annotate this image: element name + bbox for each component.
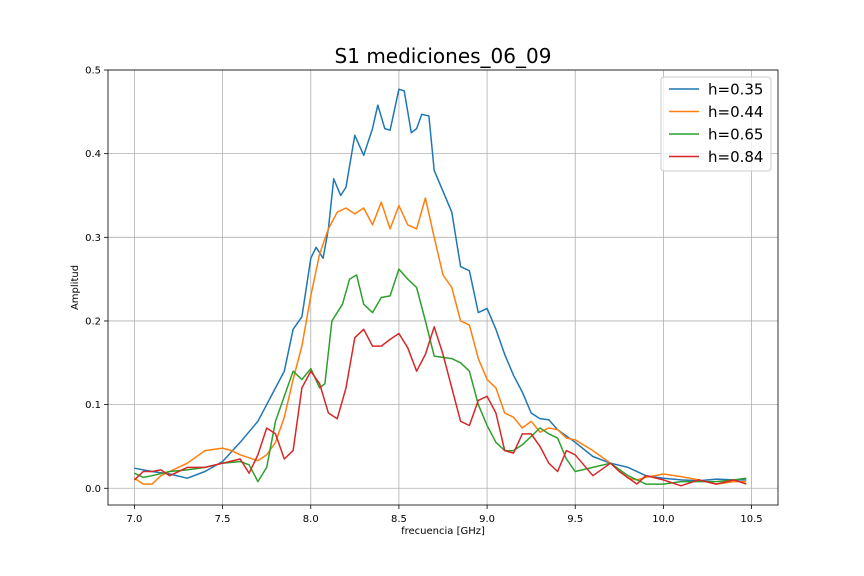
x-tick-label: 7.0: [126, 514, 142, 525]
series-line-1: [133, 197, 747, 485]
legend-label-2: h=0.65: [708, 126, 763, 144]
series-line-2: [134, 268, 747, 485]
legend-label-3: h=0.84: [708, 148, 763, 166]
chart-title: S1 mediciones_06_09: [335, 44, 552, 68]
series-line-3: [133, 326, 747, 487]
y-tick-label: 0.3: [85, 233, 101, 244]
x-tick-label: 10.5: [740, 514, 762, 525]
x-tick-label: 8.5: [391, 514, 407, 525]
x-tick-label: 9.0: [479, 514, 495, 525]
series-line-0: [134, 88, 747, 482]
y-tick-label: 0.1: [85, 400, 101, 411]
legend-box: [660, 76, 772, 172]
plot-frame: [107, 69, 779, 506]
x-tick-label: 8.0: [303, 514, 319, 525]
legend-label-1: h=0.44: [708, 103, 763, 121]
x-axis-label: frecuencia [GHz]: [401, 526, 485, 537]
x-tick-label: 9.5: [567, 514, 583, 525]
axis-ticks: 7.0 7.5 8.0 8.5 9.0 9.5 10.0 10.5 0.0 0.1 0.2 0.3 0.…: [85, 66, 763, 526]
legend-label-0: h=0.35: [708, 81, 763, 99]
y-tick-label: 0.4: [85, 149, 101, 160]
legend: h=0.35 h=0.44 h=0.65 h=0.84: [660, 76, 772, 172]
x-tick-label: 10.0: [652, 514, 674, 525]
y-tick-label: 0.2: [85, 316, 101, 327]
y-tick-label: 0.5: [85, 66, 101, 77]
x-tick-label: 7.5: [215, 514, 231, 525]
y-axis-label: Amplitud: [70, 265, 81, 310]
series-lines: [133, 88, 747, 487]
y-tick-label: 0.0: [85, 484, 101, 495]
